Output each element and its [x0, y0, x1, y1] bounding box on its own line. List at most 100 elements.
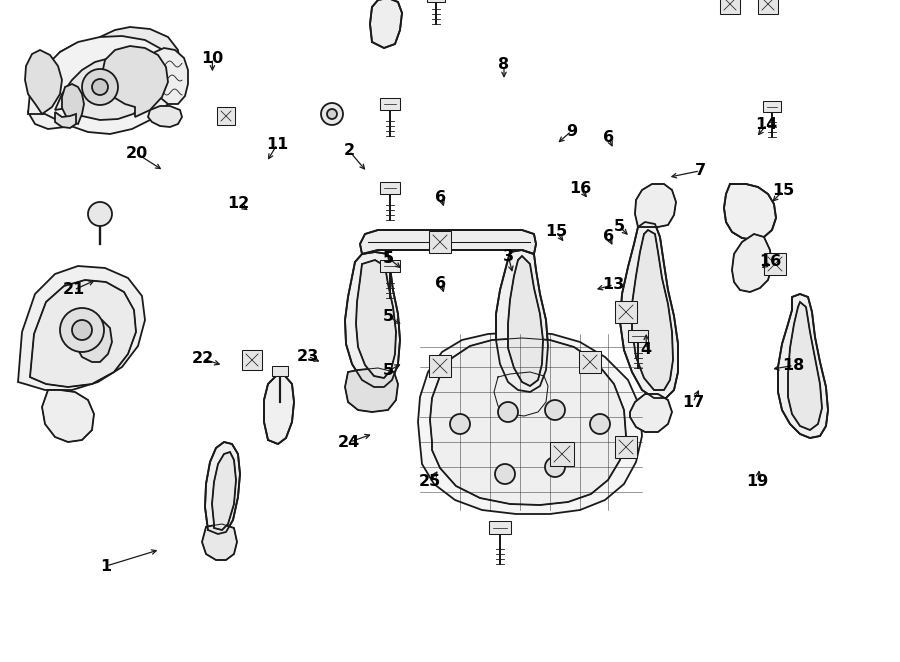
Text: 24: 24 — [338, 435, 360, 449]
Text: 1: 1 — [101, 559, 112, 573]
Bar — [429, 355, 451, 377]
Polygon shape — [635, 184, 676, 227]
Polygon shape — [55, 58, 150, 120]
Polygon shape — [724, 184, 776, 240]
Text: 17: 17 — [682, 395, 704, 410]
Circle shape — [72, 320, 92, 340]
Text: 15: 15 — [545, 224, 567, 239]
Polygon shape — [205, 442, 240, 534]
Polygon shape — [632, 230, 673, 390]
Bar — [380, 98, 400, 110]
Polygon shape — [212, 452, 236, 530]
Text: 5: 5 — [383, 363, 394, 378]
Polygon shape — [62, 84, 84, 124]
Polygon shape — [370, 0, 402, 48]
Bar — [579, 351, 601, 373]
Polygon shape — [360, 230, 536, 254]
Polygon shape — [28, 44, 105, 129]
Bar — [615, 436, 637, 458]
Polygon shape — [620, 222, 678, 398]
Polygon shape — [264, 376, 294, 444]
Polygon shape — [496, 250, 548, 392]
Text: 18: 18 — [783, 358, 805, 373]
Polygon shape — [508, 256, 543, 386]
Text: 6: 6 — [436, 190, 446, 205]
Circle shape — [92, 79, 108, 95]
Circle shape — [321, 103, 343, 125]
Polygon shape — [630, 394, 672, 432]
Text: 9: 9 — [566, 124, 577, 138]
Polygon shape — [102, 46, 168, 117]
Text: 12: 12 — [228, 197, 249, 211]
Text: 23: 23 — [297, 349, 319, 363]
Polygon shape — [25, 50, 62, 114]
Polygon shape — [732, 234, 772, 292]
Text: 13: 13 — [603, 277, 625, 292]
Bar — [615, 301, 637, 323]
Circle shape — [545, 457, 565, 477]
Text: 5: 5 — [383, 251, 394, 265]
Circle shape — [495, 464, 515, 484]
Bar — [217, 107, 235, 125]
Text: 11: 11 — [266, 137, 288, 152]
Text: 16: 16 — [760, 254, 781, 269]
Bar — [380, 182, 400, 194]
Bar — [242, 350, 262, 370]
Bar — [763, 101, 781, 112]
Circle shape — [88, 202, 112, 226]
Bar — [427, 0, 445, 2]
Text: 2: 2 — [344, 144, 355, 158]
Text: 16: 16 — [570, 181, 591, 196]
Polygon shape — [202, 524, 237, 560]
Bar — [758, 0, 778, 14]
Bar — [429, 231, 451, 253]
Circle shape — [450, 414, 470, 434]
Text: 7: 7 — [695, 164, 706, 178]
Text: 6: 6 — [603, 130, 614, 145]
Polygon shape — [345, 252, 400, 387]
Polygon shape — [148, 48, 188, 104]
Text: 8: 8 — [499, 58, 509, 72]
Polygon shape — [345, 368, 398, 412]
Polygon shape — [30, 280, 136, 387]
Bar — [272, 366, 288, 376]
Polygon shape — [418, 332, 642, 514]
Text: 14: 14 — [756, 117, 778, 132]
Text: 19: 19 — [747, 475, 769, 489]
Text: 6: 6 — [603, 230, 614, 244]
Circle shape — [590, 414, 610, 434]
Polygon shape — [76, 318, 112, 362]
Polygon shape — [42, 390, 94, 442]
Bar — [550, 442, 574, 466]
Circle shape — [498, 402, 518, 422]
Polygon shape — [55, 112, 76, 128]
Text: 22: 22 — [192, 352, 213, 366]
Text: 5: 5 — [614, 219, 625, 234]
Text: 3: 3 — [503, 250, 514, 264]
Text: 4: 4 — [641, 342, 652, 357]
Bar — [628, 330, 648, 342]
Polygon shape — [778, 294, 828, 438]
Polygon shape — [18, 266, 145, 390]
Text: 5: 5 — [383, 309, 394, 324]
Bar — [380, 260, 400, 272]
Text: 6: 6 — [436, 276, 446, 291]
Text: 20: 20 — [126, 146, 148, 161]
Polygon shape — [430, 338, 626, 505]
Text: 25: 25 — [419, 475, 441, 489]
Circle shape — [327, 109, 337, 119]
Circle shape — [60, 308, 104, 352]
Text: 10: 10 — [202, 51, 223, 66]
Text: 15: 15 — [772, 183, 794, 198]
Polygon shape — [788, 302, 822, 430]
Polygon shape — [356, 260, 396, 378]
Polygon shape — [28, 36, 176, 134]
Polygon shape — [148, 106, 182, 127]
Bar — [764, 253, 786, 275]
Circle shape — [545, 400, 565, 420]
Text: 21: 21 — [63, 283, 85, 297]
Bar — [720, 0, 740, 14]
Polygon shape — [494, 372, 548, 416]
Bar — [489, 521, 511, 534]
Circle shape — [82, 69, 118, 105]
